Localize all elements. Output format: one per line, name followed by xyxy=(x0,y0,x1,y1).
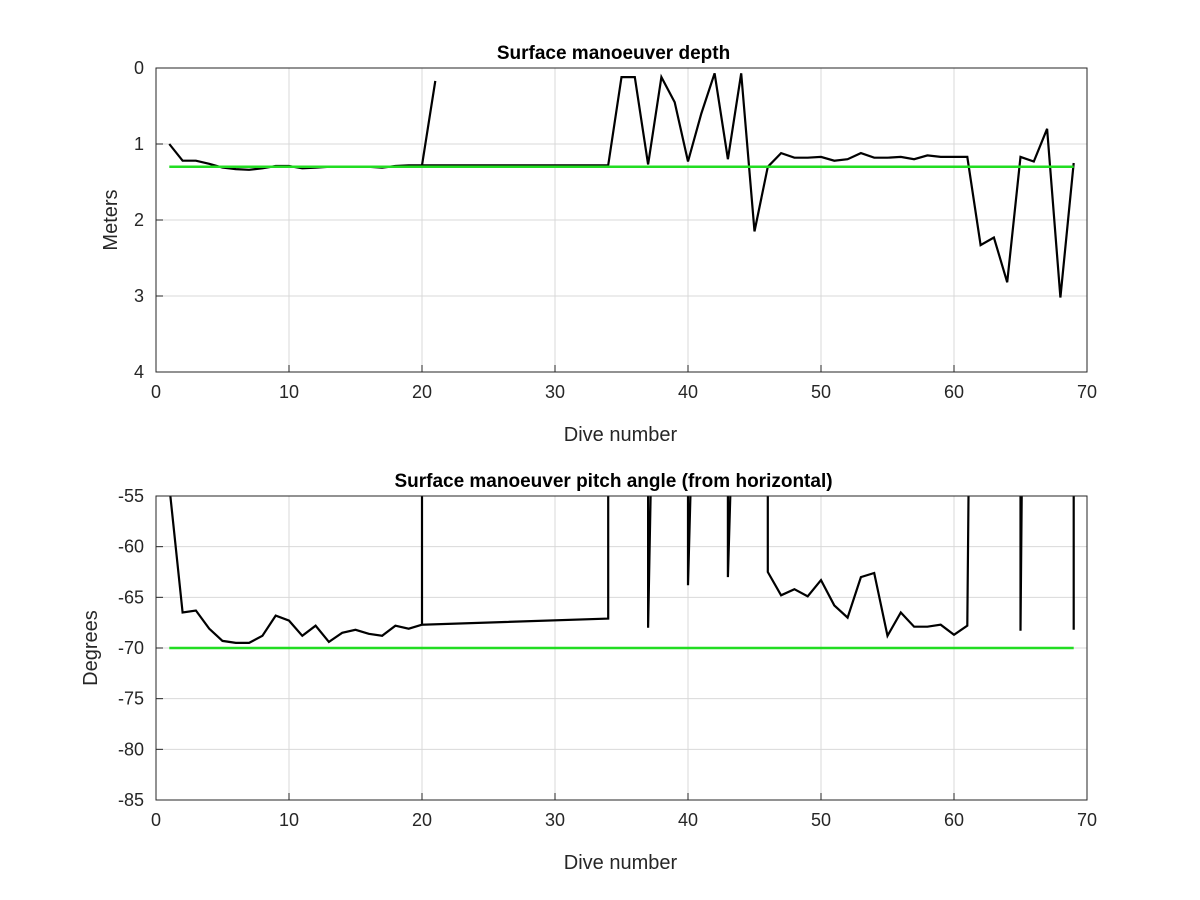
pitch-x-tick-label: 10 xyxy=(279,810,299,830)
depth-x-tick-label: 60 xyxy=(944,382,964,402)
pitch-x-tick-label: 70 xyxy=(1077,810,1097,830)
pitch-x-axis-label: Dive number xyxy=(564,852,678,874)
pitch-y-tick-label: -55 xyxy=(118,486,144,506)
pitch-axes-box xyxy=(155,495,1088,801)
pitch-x-tick-label: 30 xyxy=(545,810,565,830)
pitch-x-tick-label: 20 xyxy=(412,810,432,830)
pitch-data-line xyxy=(169,496,1075,644)
depth-plot-lines xyxy=(168,72,1075,298)
depth-y-axis-label: Meters xyxy=(100,189,122,250)
pitch-y-tick-label: -80 xyxy=(118,739,144,759)
pitch-x-tick-label: 60 xyxy=(944,810,964,830)
depth-x-tick-label: 20 xyxy=(412,382,432,402)
pitch-y-tick-label: -85 xyxy=(118,790,144,810)
depth-x-tick-label: 30 xyxy=(545,382,565,402)
pitch-y-tick-label: -70 xyxy=(118,638,144,658)
pitch-title: Surface manoeuver pitch angle (from hori… xyxy=(394,471,832,492)
depth-y-tick-label: 3 xyxy=(134,286,144,306)
depth-x-tick-label: 10 xyxy=(279,382,299,402)
depth-x-tick-label: 70 xyxy=(1077,382,1097,402)
depth-x-axis-label: Dive number xyxy=(564,424,678,446)
pitch-y-tick-label: -65 xyxy=(118,587,144,607)
pitch-x-tick-label: 40 xyxy=(678,810,698,830)
pitch-y-tick-label: -60 xyxy=(118,537,144,557)
pitch-y-tick-label: -75 xyxy=(118,689,144,709)
depth-x-tick-label: 0 xyxy=(151,382,161,402)
depth-data-line xyxy=(422,72,1075,298)
depth-x-tick-label: 40 xyxy=(678,382,698,402)
depth-y-tick-label: 1 xyxy=(134,134,144,154)
depth-chart: 0 10 20 30 40 50 60 70 0 1 2 3 4 Surface manoeuver de… xyxy=(100,43,1097,446)
pitch-x-tick-label: 0 xyxy=(151,810,161,830)
depth-y-tick-label: 4 xyxy=(134,362,144,382)
depth-y-tick-label: 0 xyxy=(134,58,144,78)
depth-x-tick-label: 50 xyxy=(811,382,831,402)
pitch-plot-lines xyxy=(169,496,1075,650)
depth-y-tick-label: 2 xyxy=(134,210,144,230)
pitch-y-axis-label: Degrees xyxy=(80,610,102,686)
depth-axes-box xyxy=(155,67,1088,373)
depth-title: Surface manoeuver depth xyxy=(497,43,730,64)
pitch-x-tick-label: 50 xyxy=(811,810,831,830)
pitch-chart: 0 10 20 30 40 50 60 70 -55 -60 -65 -70 -75 -80 -85 Surf… xyxy=(80,471,1097,874)
